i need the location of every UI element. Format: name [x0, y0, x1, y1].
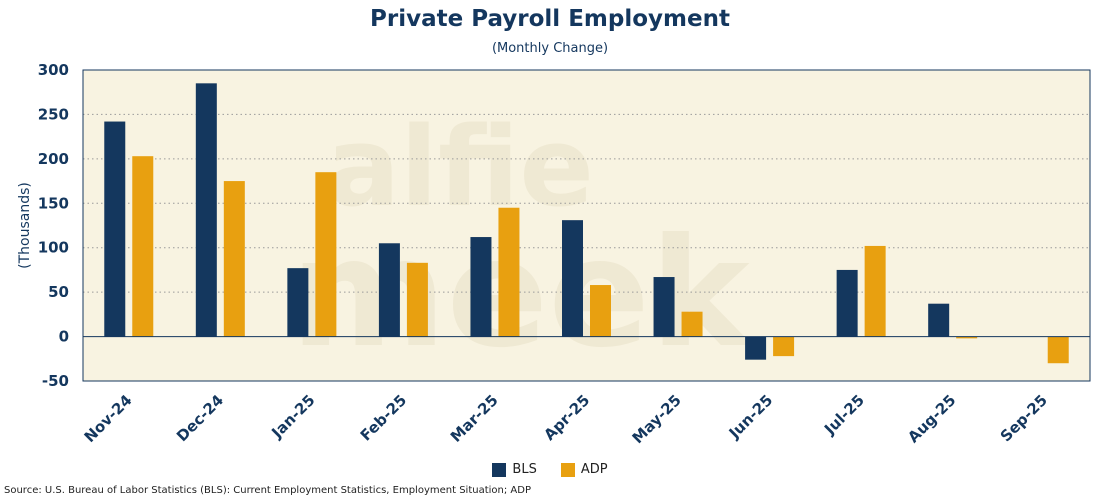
- bar-adp: [681, 311, 703, 337]
- bar-bls: [562, 220, 583, 337]
- bar-bls: [470, 237, 492, 337]
- bar-bls: [287, 268, 309, 337]
- x-tick-label: Apr-25: [540, 391, 593, 444]
- bar-adp: [315, 172, 337, 337]
- legend-swatch-adp: [560, 462, 575, 477]
- y-tick-label: 200: [38, 150, 69, 168]
- watermark-text: meek: [290, 207, 753, 381]
- bar-adp: [498, 207, 520, 337]
- source-note: Source: U.S. Bureau of Labor Statistics …: [4, 485, 531, 496]
- legend-item-bls: BLS: [492, 462, 537, 477]
- chart-title: Private Payroll Employment: [370, 6, 730, 32]
- x-tick-label: Dec-24: [173, 391, 227, 445]
- bar-bls: [928, 303, 950, 337]
- legend-swatch-bls: [492, 462, 507, 477]
- bar-bls: [653, 277, 675, 337]
- bar-adp: [590, 285, 611, 337]
- bar-bls: [104, 121, 126, 337]
- x-tick-label: Sep-25: [997, 391, 1051, 445]
- y-tick-label: 0: [59, 328, 69, 346]
- y-tick-label: 50: [48, 283, 69, 301]
- x-tick-label: Jan-25: [267, 391, 318, 442]
- bar-adp: [406, 262, 428, 337]
- bar-bls: [195, 83, 217, 337]
- bar-adp: [773, 336, 795, 357]
- x-tick-label: Nov-24: [81, 391, 136, 446]
- y-tick-label: 300: [38, 61, 69, 79]
- bar-adp: [864, 245, 886, 337]
- y-axis-label: (Thousands): [17, 182, 33, 269]
- x-tick-label: Feb-25: [357, 391, 410, 444]
- chart-subtitle: (Monthly Change): [491, 41, 609, 56]
- bar-adp: [223, 181, 245, 337]
- bar-adp: [1047, 336, 1069, 364]
- x-tick-label: Aug-25: [904, 391, 959, 446]
- y-tick-label: -50: [42, 372, 69, 390]
- y-tick-label: 150: [38, 194, 69, 212]
- bar-bls: [836, 269, 858, 337]
- legend: BLS ADP: [0, 462, 1100, 477]
- x-tick-label: Jun-25: [725, 391, 777, 443]
- y-tick-label: 100: [38, 239, 69, 257]
- legend-label-bls: BLS: [512, 462, 537, 477]
- bar-bls: [378, 243, 400, 337]
- watermark-text: alfie: [326, 103, 594, 231]
- x-tick-label: Jul-25: [820, 391, 868, 439]
- bar-bls: [745, 336, 767, 360]
- legend-label-adp: ADP: [580, 462, 608, 477]
- y-tick-label: 250: [38, 105, 69, 123]
- x-tick-label: Mar-25: [447, 391, 502, 446]
- legend-item-adp: ADP: [560, 462, 608, 477]
- x-tick-label: May-25: [629, 391, 685, 447]
- bar-adp: [132, 156, 154, 337]
- plot-frame: [82, 69, 1091, 382]
- plot-background: [83, 70, 1090, 381]
- bar-adp: [956, 336, 978, 339]
